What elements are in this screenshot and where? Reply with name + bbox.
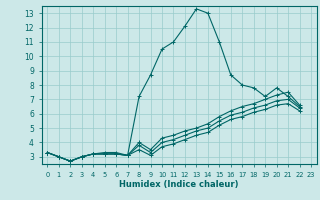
X-axis label: Humidex (Indice chaleur): Humidex (Indice chaleur) <box>119 180 239 189</box>
